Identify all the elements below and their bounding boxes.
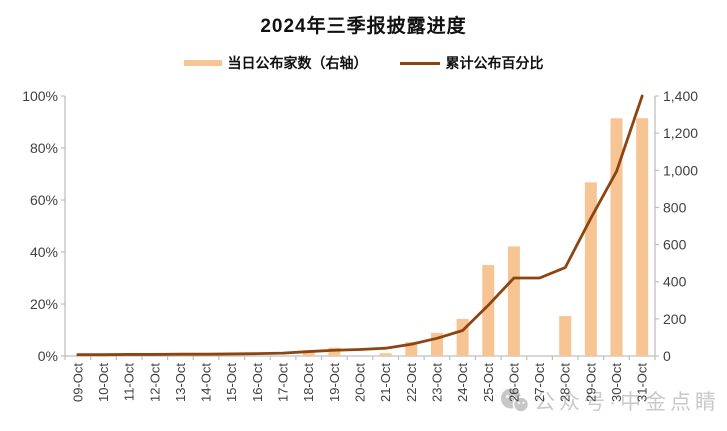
wechat-icon — [501, 388, 529, 413]
bar — [559, 316, 572, 356]
x-axis-label: 20-Oct — [353, 363, 368, 402]
legend-bar-swatch — [183, 60, 222, 66]
x-axis-label: 13-Oct — [173, 363, 188, 402]
x-axis-label: 19-Oct — [327, 363, 342, 402]
right-tick-label: 200 — [663, 311, 687, 327]
watermark: 公众号·中金点睛 — [500, 386, 720, 416]
x-axis-label: 31-Oct — [635, 363, 650, 402]
x-axis-label: 09-Oct — [70, 363, 85, 402]
bar — [328, 347, 341, 356]
x-axis-label: 29-Oct — [583, 363, 598, 402]
bar — [507, 246, 520, 356]
legend-line-label: 累计公布百分比 — [445, 55, 544, 71]
watermark-text: 公众号·中金点睛 — [534, 391, 720, 414]
x-axis-label: 25-Oct — [481, 363, 496, 402]
bar — [610, 118, 623, 357]
right-tick-label: 1,400 — [663, 88, 698, 104]
x-axis-label: 15-Oct — [224, 363, 239, 402]
x-axis-label: 24-Oct — [455, 363, 470, 402]
right-tick-label: 800 — [663, 199, 687, 215]
x-axis-label: 21-Oct — [378, 363, 393, 402]
x-axis-label: 27-Oct — [532, 363, 547, 402]
x-axis-label: 11-Oct — [122, 363, 137, 401]
x-axis-label: 12-Oct — [147, 363, 162, 402]
right-tick-label: 1,200 — [663, 125, 698, 141]
left-tick-label: 80% — [30, 140, 58, 156]
left-tick-label: 20% — [30, 296, 58, 312]
chart-title: 2024年三季报披露进度 — [260, 16, 467, 37]
right-tick-label: 1,000 — [663, 162, 698, 178]
legend-line-swatch — [399, 61, 440, 65]
x-axis-label: 18-Oct — [301, 363, 316, 402]
bar — [379, 353, 392, 356]
x-axis-label: 28-Oct — [558, 363, 573, 402]
left-tick-label: 60% — [30, 192, 58, 208]
legend: 当日公布家数（右轴） 累计公布百分比 — [0, 53, 727, 73]
bar — [636, 118, 649, 357]
right-tick-label: 0 — [663, 348, 671, 364]
bar — [302, 350, 315, 356]
x-axis-label: 17-Oct — [276, 363, 291, 402]
legend-bar-label: 当日公布家数（右轴） — [227, 55, 368, 71]
left-tick-label: 0% — [38, 348, 58, 364]
legend-item-bars: 当日公布家数（右轴） — [183, 53, 368, 73]
legend-item-line: 累计公布百分比 — [399, 53, 544, 73]
bar — [482, 265, 495, 356]
x-axis-label: 23-Oct — [429, 363, 444, 402]
x-axis-label: 10-Oct — [96, 363, 111, 402]
x-axis-label: 30-Oct — [609, 363, 624, 402]
left-tick-label: 100% — [22, 88, 58, 104]
x-axis-label: 26-Oct — [506, 363, 521, 402]
right-tick-label: 600 — [663, 237, 687, 253]
x-axis-label: 22-Oct — [404, 363, 419, 402]
x-axis-label: 14-Oct — [199, 363, 214, 402]
left-tick-label: 40% — [30, 244, 58, 260]
x-axis-label: 16-Oct — [250, 363, 265, 402]
cumulative-line — [76, 94, 644, 357]
right-tick-label: 400 — [663, 274, 687, 290]
